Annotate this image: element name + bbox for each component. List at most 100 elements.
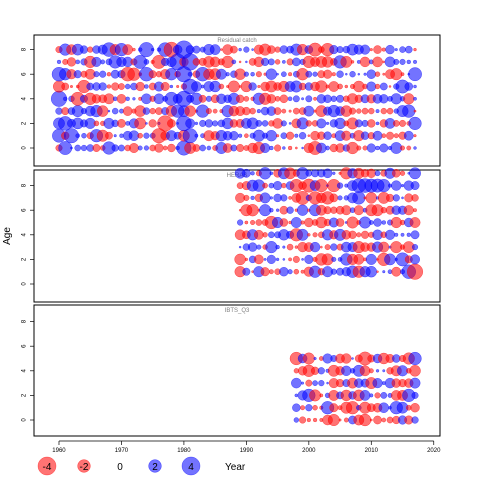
residual-bubble <box>244 133 249 139</box>
residual-bubble <box>61 82 70 91</box>
y-tick-label: 2 <box>22 393 28 397</box>
residual-bubble <box>381 417 387 423</box>
residual-bubble <box>205 108 212 115</box>
residual-bubble <box>373 45 382 54</box>
residual-bubble <box>382 270 386 274</box>
residual-bubble <box>119 133 124 138</box>
residual-bubble <box>378 402 390 413</box>
residual-bubble <box>388 85 392 88</box>
residual-bubble <box>254 254 264 265</box>
residual-bubble <box>243 71 249 77</box>
residual-bubble <box>294 146 298 150</box>
residual-bubble <box>392 194 400 202</box>
residual-bubble <box>329 403 339 413</box>
panel-frame <box>33 34 441 167</box>
residual-bubble <box>379 94 389 104</box>
residual-bubble <box>288 257 293 262</box>
residual-bubble <box>309 241 321 253</box>
residual-bubble <box>382 369 386 373</box>
residual-bubble <box>372 56 383 68</box>
residual-bubble <box>359 365 371 377</box>
residual-bubble <box>80 144 88 152</box>
residual-bubble <box>322 69 333 79</box>
residual-bubble <box>225 72 230 77</box>
residual-bubble <box>331 256 337 262</box>
residual-bubble <box>66 57 77 67</box>
residual-bubble <box>275 244 280 250</box>
residual-bubble <box>162 145 168 151</box>
residual-bubble <box>409 167 421 180</box>
residual-bubble <box>413 146 417 150</box>
residual-bubble <box>134 117 147 130</box>
residual-bubble <box>348 230 357 239</box>
residual-bubble <box>353 205 364 216</box>
residual-bubble <box>410 230 420 240</box>
residual-bubble <box>257 84 261 89</box>
residual-bubble <box>215 68 227 80</box>
residual-bubble <box>282 245 286 249</box>
residual-bubble <box>227 80 240 93</box>
legend: -4 -2 0 2 4 Year <box>37 456 246 476</box>
residual-bubble <box>117 119 126 128</box>
residual-bubble <box>269 208 274 213</box>
residual-bubble <box>248 82 257 91</box>
residual-bubble <box>282 146 286 150</box>
residual-bubble <box>393 133 399 139</box>
residual-bubble <box>323 94 332 104</box>
residual-bubble <box>250 171 255 176</box>
residual-bubble <box>250 71 255 77</box>
residual-bubble <box>287 72 293 77</box>
residual-bubble <box>148 119 157 128</box>
residual-bubble <box>403 205 414 216</box>
residual-bubble <box>260 267 270 277</box>
residual-bubble <box>143 132 150 139</box>
legend-label: 4 <box>188 462 194 473</box>
residual-bubble <box>336 70 344 78</box>
residual-bubble <box>100 59 106 65</box>
residual-bubble <box>242 106 251 116</box>
residual-bubble <box>291 377 302 389</box>
residual-bubble <box>380 107 387 115</box>
residual-bubble <box>246 204 259 217</box>
residual-bubble <box>411 244 419 251</box>
residual-bubble <box>307 134 311 138</box>
residual-bubble <box>301 258 304 261</box>
residual-bubble <box>305 169 313 177</box>
residual-bubble <box>244 257 249 262</box>
residual-bubble <box>286 131 295 140</box>
residual-bubble <box>236 143 245 153</box>
x-tick-label: 1980 <box>177 448 191 454</box>
residual-bubble <box>368 368 374 374</box>
residual-bubble <box>404 82 414 91</box>
residual-bubble <box>243 46 250 53</box>
residual-bubble <box>237 219 244 226</box>
residual-bubble <box>107 109 111 113</box>
residual-bubble <box>403 130 414 141</box>
residual-bubble <box>148 70 157 79</box>
residual-bubble <box>332 171 336 175</box>
y-tick-label: 8 <box>22 47 28 51</box>
residual-bubble <box>255 219 263 226</box>
residual-bubble <box>345 72 348 76</box>
x-tick-label: 1990 <box>240 448 254 454</box>
residual-bubble <box>265 68 278 80</box>
residual-bubble <box>392 120 400 127</box>
y-tick-label: 2 <box>22 121 28 125</box>
residual-bubble <box>266 94 277 104</box>
residual-bubble <box>93 71 100 78</box>
residual-bubble <box>274 59 281 65</box>
residual-bubble <box>351 357 354 360</box>
residual-bubble <box>253 229 264 240</box>
residual-bubble <box>91 56 102 67</box>
residual-bubble <box>400 232 405 237</box>
residual-bubble <box>268 269 274 275</box>
residual-bubble <box>390 68 403 81</box>
residual-bubble <box>280 71 287 78</box>
residual-bubble <box>128 143 139 153</box>
residual-bubble <box>93 120 100 127</box>
residual-bubble <box>192 45 201 54</box>
residual-bubble <box>251 48 254 51</box>
residual-bubble <box>280 194 288 202</box>
residual-bubble <box>373 218 382 227</box>
y-tick-label: 6 <box>22 72 28 76</box>
